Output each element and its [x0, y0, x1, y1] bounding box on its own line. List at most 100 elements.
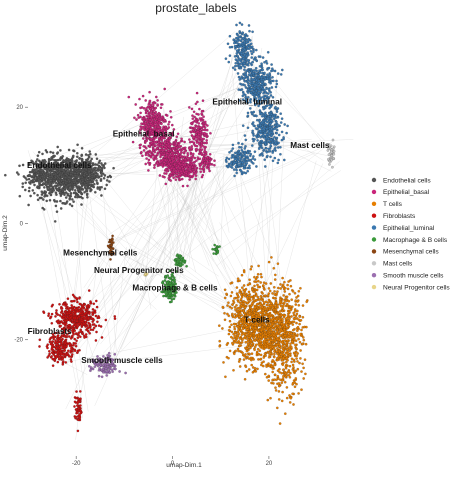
trajectory-edge: [37, 179, 83, 419]
data-point: [152, 157, 155, 160]
data-point: [238, 344, 241, 347]
data-point: [43, 195, 46, 198]
data-point: [105, 183, 108, 187]
data-point: [161, 145, 164, 149]
data-point: [218, 324, 221, 327]
data-point: [67, 349, 70, 353]
data-point: [79, 179, 82, 183]
trajectory-edge: [119, 345, 246, 362]
data-point: [279, 328, 283, 332]
data-point: [162, 153, 166, 156]
data-point: [283, 339, 287, 342]
trajectory-edge: [65, 162, 186, 410]
data-point: [154, 121, 157, 124]
data-point: [272, 337, 276, 340]
data-point: [245, 369, 249, 373]
data-point: [142, 149, 146, 152]
data-point: [55, 210, 59, 213]
data-point: [51, 357, 54, 361]
data-point: [242, 358, 246, 361]
data-point: [304, 372, 307, 376]
data-point: [290, 298, 293, 301]
data-point: [266, 342, 270, 345]
data-point: [149, 150, 152, 154]
data-point: [82, 306, 85, 310]
data-point: [290, 315, 293, 318]
data-point: [247, 294, 251, 297]
data-point: [266, 398, 270, 402]
data-point: [38, 196, 42, 200]
data-point: [264, 282, 268, 285]
data-point: [140, 122, 143, 125]
data-point: [171, 159, 175, 163]
data-point: [263, 328, 266, 331]
data-point: [36, 198, 40, 202]
data-point: [100, 174, 103, 178]
data-point: [49, 193, 53, 197]
data-point: [55, 193, 58, 196]
data-point: [74, 195, 77, 199]
data-point: [282, 356, 285, 360]
data-point: [295, 296, 298, 299]
data-point: [83, 336, 86, 339]
data-point: [262, 364, 265, 368]
trajectory-edge: [250, 163, 324, 317]
data-point: [223, 312, 226, 315]
data-point: [154, 106, 158, 110]
data-point: [76, 143, 79, 147]
data-point: [142, 145, 145, 148]
data-point: [37, 150, 41, 154]
data-point: [245, 347, 249, 350]
data-point: [263, 330, 267, 333]
data-point: [48, 180, 51, 184]
data-point: [194, 102, 198, 106]
data-point: [69, 355, 73, 359]
data-point: [250, 358, 253, 362]
data-point: [51, 151, 55, 155]
data-point: [52, 181, 55, 184]
trajectory-edge: [273, 80, 325, 145]
data-point: [202, 124, 206, 127]
trajectory-edge: [170, 61, 250, 148]
data-point: [199, 137, 203, 140]
data-point: [38, 183, 41, 186]
data-point: [88, 180, 92, 184]
data-point: [68, 180, 71, 183]
data-point: [276, 406, 279, 410]
data-point: [286, 323, 290, 327]
data-point: [71, 300, 74, 303]
data-point: [55, 309, 58, 312]
data-point: [162, 161, 166, 164]
data-point: [200, 112, 203, 115]
data-point: [250, 304, 253, 307]
data-point: [242, 270, 246, 274]
data-point: [55, 355, 58, 359]
data-point: [87, 316, 90, 320]
data-point: [199, 126, 202, 129]
data-point: [179, 170, 183, 173]
data-point: [198, 107, 201, 111]
data-point: [90, 317, 94, 320]
data-point: [200, 148, 204, 151]
trajectory-edge: [100, 163, 247, 345]
data-point: [74, 342, 77, 345]
data-point: [273, 350, 276, 353]
data-point: [144, 162, 147, 166]
data-point: [200, 141, 203, 145]
data-point: [54, 204, 58, 208]
data-point: [223, 318, 227, 322]
data-point: [73, 172, 77, 175]
trajectory-edge: [133, 80, 261, 287]
data-point: [182, 160, 185, 164]
data-point: [195, 144, 199, 148]
data-point: [195, 141, 199, 144]
data-point: [31, 178, 35, 182]
data-point: [76, 325, 80, 328]
data-point: [55, 346, 58, 350]
data-point: [249, 267, 253, 271]
data-point: [273, 293, 277, 296]
data-point: [253, 348, 256, 352]
data-point: [249, 328, 253, 332]
data-point: [79, 195, 83, 199]
